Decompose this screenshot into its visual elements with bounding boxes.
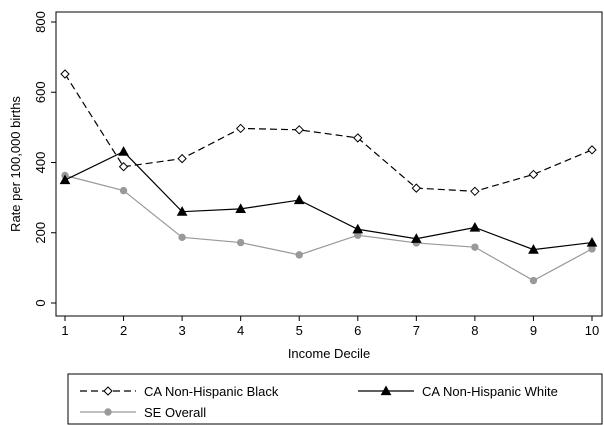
data-point (118, 146, 129, 156)
data-point (178, 233, 186, 242)
y-axis: 0 200 400 600 800 (33, 11, 56, 307)
y-tick-label: 800 (33, 11, 48, 33)
data-point (470, 186, 480, 197)
series-line (64, 174, 593, 282)
legend-marker (104, 408, 112, 416)
x-tick-label: 10 (585, 323, 599, 338)
x-tick-label: 5 (296, 323, 303, 338)
x-tick-label: 9 (530, 323, 537, 338)
y-axis-title: Rate per 100,000 births (8, 96, 23, 232)
data-point (59, 174, 71, 185)
legend-box (67, 373, 603, 425)
x-tick-label: 4 (237, 323, 244, 338)
x-tick-label: 1 (61, 323, 68, 338)
x-axis: 1 2 3 4 5 6 7 8 9 10 (61, 316, 599, 338)
data-point (528, 244, 539, 254)
series-ca-non-hispanic-white (59, 146, 598, 254)
x-tick-label: 2 (120, 323, 127, 338)
data-point (176, 206, 188, 216)
plot-area (55, 11, 603, 317)
series-layer (59, 69, 598, 285)
data-point (293, 194, 305, 205)
x-axis-title: Income Decile (288, 346, 370, 361)
data-point (119, 186, 128, 195)
y-tick-label: 0 (33, 299, 48, 306)
legend-marker (103, 386, 113, 396)
data-point (353, 133, 363, 143)
data-point (471, 243, 479, 251)
y-tick-label: 400 (33, 152, 48, 174)
legend-label: CA Non-Hispanic White (422, 384, 558, 399)
data-point (586, 237, 598, 247)
legend-entry: CA Non-Hispanic White (358, 384, 558, 399)
legend-entry: SE Overall (80, 405, 206, 420)
data-point (118, 162, 129, 172)
data-point (469, 221, 481, 232)
x-tick-label: 7 (413, 323, 420, 338)
legend-entry: CA Non-Hispanic Black (80, 384, 279, 399)
data-point (528, 169, 539, 180)
data-point (587, 145, 597, 155)
data-point (60, 69, 70, 79)
legend-label: SE Overall (144, 405, 206, 420)
data-point (236, 238, 245, 247)
legend-label: CA Non-Hispanic Black (144, 384, 279, 399)
data-point (294, 125, 304, 135)
y-tick-label: 600 (33, 81, 48, 103)
data-point (411, 183, 422, 193)
data-point (295, 251, 303, 259)
series-ca-non-hispanic-black (60, 69, 597, 197)
x-tick-label: 8 (471, 323, 478, 338)
data-point (529, 276, 538, 285)
x-tick-label: 3 (178, 323, 185, 338)
x-tick-label: 6 (354, 323, 361, 338)
series-line (64, 150, 593, 251)
series-line (64, 73, 593, 192)
data-point (410, 233, 422, 243)
data-point (235, 123, 246, 134)
legend-marker (380, 385, 392, 396)
data-point (177, 153, 187, 164)
legend: CA Non-Hispanic Black CA Non-Hispanic Whi… (67, 373, 603, 425)
data-point (352, 223, 364, 234)
data-point (235, 203, 247, 213)
y-tick-label: 200 (33, 222, 48, 244)
legend-items: CA Non-Hispanic Black CA Non-Hispanic Whi… (80, 384, 558, 420)
